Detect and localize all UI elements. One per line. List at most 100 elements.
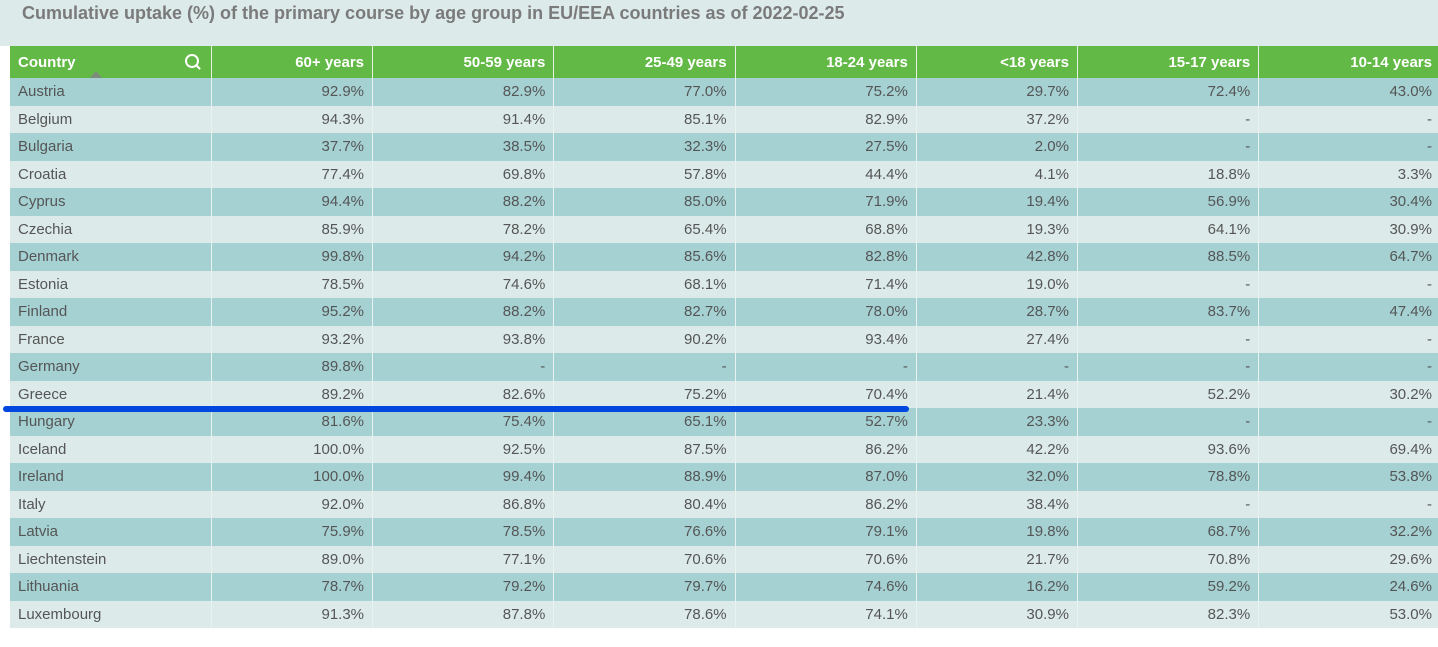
table-row: Lithuania 78.7% 79.2% 79.7% 74.6% 16.2% 59.2% 2…	[10, 573, 1438, 601]
column-header-label: 50-59 years	[463, 53, 546, 71]
country-cell: Hungary	[10, 408, 212, 436]
table-row: Liechtenstein 89.0% 77.1% 70.6% 70.6% 21.7% 70…	[10, 545, 1438, 573]
uptake-cell: 78.0%	[734, 298, 917, 326]
uptake-cell: 93.4%	[734, 325, 917, 353]
table-row: Luxembourg 91.3% 87.8% 78.6% 74.1% 30.9% 82.3%…	[10, 600, 1438, 628]
uptake-cell: 24.6%	[1258, 573, 1438, 601]
country-cell: Estonia	[10, 270, 212, 298]
uptake-cell: 87.8%	[372, 600, 554, 628]
uptake-cell: 70.4%	[734, 380, 917, 408]
uptake-cell: 71.4%	[734, 270, 917, 298]
table-row: Belgium 94.3% 91.4% 85.1% 82.9% 37.2% - -	[10, 105, 1438, 133]
column-header[interactable]: <18 years	[915, 46, 1078, 78]
uptake-cell: 59.2%	[1076, 573, 1259, 601]
table-row: Finland 95.2% 88.2% 82.7% 78.0% 28.7% 83.7% 47.…	[10, 298, 1438, 326]
column-header[interactable]: 10-14 years	[1258, 46, 1438, 78]
table-row: Germany 89.8% - - - - - -	[10, 353, 1438, 381]
uptake-cell: 89.2%	[210, 380, 373, 408]
uptake-cell: 85.1%	[553, 105, 736, 133]
column-header[interactable]: 15-17 years	[1076, 46, 1259, 78]
uptake-cell: 86.2%	[734, 435, 917, 463]
uptake-cell: 83.7%	[1076, 298, 1259, 326]
uptake-cell: 68.1%	[553, 270, 736, 298]
uptake-cell: 94.2%	[372, 243, 554, 271]
uptake-table: Country 60+ years 50-59 years 25-49 years 18…	[10, 46, 1438, 628]
uptake-cell: 37.7%	[210, 133, 373, 161]
country-cell: France	[10, 325, 212, 353]
uptake-cell: 69.8%	[372, 160, 554, 188]
uptake-cell: 91.4%	[372, 105, 554, 133]
country-cell: Bulgaria	[10, 133, 212, 161]
column-header[interactable]: 60+ years	[210, 46, 373, 78]
uptake-cell: 21.7%	[915, 545, 1078, 573]
country-cell: Cyprus	[10, 188, 212, 216]
uptake-cell: 82.3%	[1076, 600, 1259, 628]
uptake-cell: 52.2%	[1076, 380, 1259, 408]
uptake-cell: 29.6%	[1258, 545, 1438, 573]
uptake-cell: 53.8%	[1258, 463, 1438, 491]
uptake-cell: 37.2%	[915, 105, 1078, 133]
uptake-cell: 88.2%	[372, 298, 554, 326]
search-icon[interactable]	[184, 54, 199, 68]
uptake-cell: 19.8%	[915, 518, 1078, 546]
country-cell: Germany	[10, 353, 212, 381]
uptake-cell: -	[1258, 325, 1438, 353]
column-header-label: Country	[18, 53, 76, 71]
uptake-cell: -	[1258, 270, 1438, 298]
uptake-cell: 21.4%	[915, 380, 1078, 408]
uptake-cell: -	[1258, 490, 1438, 518]
column-header[interactable]: 50-59 years	[372, 46, 554, 78]
uptake-cell: 77.0%	[553, 78, 736, 106]
column-header[interactable]: 18-24 years	[734, 46, 917, 78]
uptake-cell: 65.1%	[553, 408, 736, 436]
uptake-cell: 94.3%	[210, 105, 373, 133]
uptake-cell: 91.3%	[210, 600, 373, 628]
sort-ascending-icon[interactable]	[90, 71, 102, 78]
table-row: Italy 92.0% 86.8% 80.4% 86.2% 38.4% - -	[10, 490, 1438, 518]
country-cell: Liechtenstein	[10, 545, 212, 573]
uptake-cell: 57.8%	[553, 160, 736, 188]
uptake-cell: -	[1076, 105, 1259, 133]
uptake-cell: 70.6%	[553, 545, 736, 573]
table-row: Greece 89.2% 82.6% 75.2% 70.4% 21.4% 52.2% 30.2…	[10, 380, 1438, 408]
uptake-cell: -	[1076, 270, 1259, 298]
uptake-cell: -	[1076, 133, 1259, 161]
column-header[interactable]: 25-49 years	[553, 46, 736, 78]
uptake-cell: -	[734, 353, 917, 381]
table-row: Czechia 85.9% 78.2% 65.4% 68.8% 19.3% 64.1% 30.…	[10, 215, 1438, 243]
column-header-label: 10-14 years	[1350, 53, 1432, 71]
uptake-cell: 19.3%	[915, 215, 1078, 243]
uptake-cell: 92.9%	[210, 78, 373, 106]
uptake-cell: 85.6%	[553, 243, 736, 271]
uptake-cell: 68.7%	[1076, 518, 1259, 546]
uptake-cell: -	[553, 353, 736, 381]
uptake-cell: 93.8%	[372, 325, 554, 353]
country-cell: Croatia	[10, 160, 212, 188]
country-cell: Austria	[10, 78, 212, 106]
uptake-cell: 78.6%	[553, 600, 736, 628]
uptake-cell: 77.1%	[372, 545, 554, 573]
uptake-cell: 89.0%	[210, 545, 373, 573]
uptake-cell: 18.8%	[1076, 160, 1259, 188]
uptake-cell: -	[1076, 408, 1259, 436]
uptake-cell: -	[1076, 353, 1259, 381]
uptake-cell: 72.4%	[1076, 78, 1259, 106]
uptake-cell: 52.7%	[734, 408, 917, 436]
uptake-cell: 64.7%	[1258, 243, 1438, 271]
country-cell: Italy	[10, 490, 212, 518]
country-cell: Denmark	[10, 243, 212, 271]
uptake-cell: 82.6%	[372, 380, 554, 408]
uptake-cell: 78.8%	[1076, 463, 1259, 491]
uptake-cell: 93.2%	[210, 325, 373, 353]
table-row: Denmark 99.8% 94.2% 85.6% 82.8% 42.8% 88.5% 64.…	[10, 243, 1438, 271]
uptake-cell: 70.6%	[734, 545, 917, 573]
uptake-cell: 75.2%	[553, 380, 736, 408]
country-cell: Latvia	[10, 518, 212, 546]
uptake-cell: 32.3%	[553, 133, 736, 161]
column-header-country[interactable]: Country	[10, 46, 212, 78]
uptake-cell: 86.2%	[734, 490, 917, 518]
table-row: Estonia 78.5% 74.6% 68.1% 71.4% 19.0% - -	[10, 270, 1438, 298]
country-cell: Ireland	[10, 463, 212, 491]
uptake-cell: 79.7%	[553, 573, 736, 601]
table-row: Latvia 75.9% 78.5% 76.6% 79.1% 19.8% 68.7% 32.2…	[10, 518, 1438, 546]
